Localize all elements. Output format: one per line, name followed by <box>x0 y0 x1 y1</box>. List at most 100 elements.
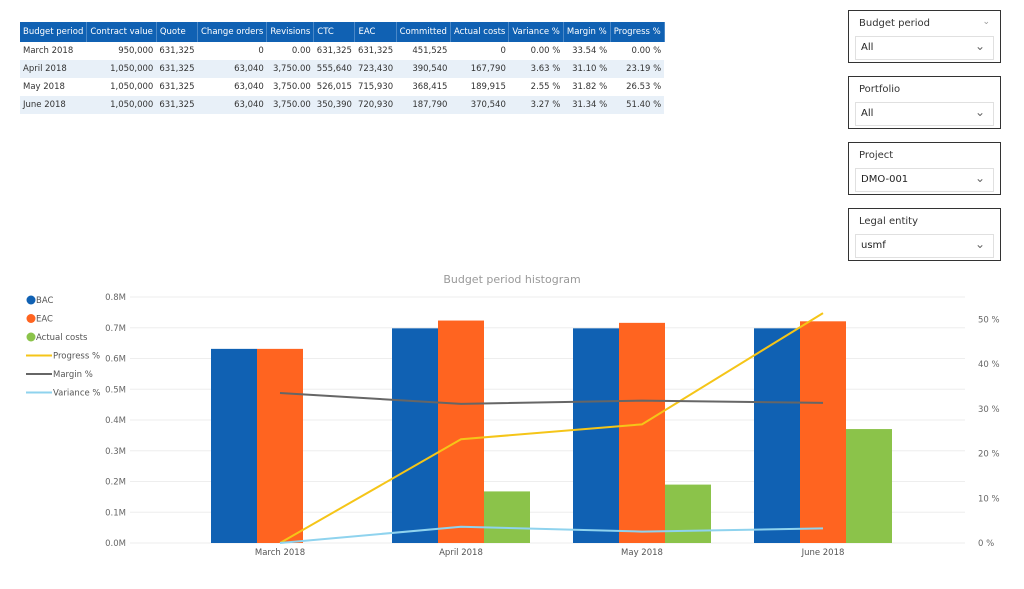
y-right-tick-label: 30 % <box>978 405 1000 415</box>
slicer-label: Portfolio <box>859 84 901 95</box>
table-row: June 2018 1,050,000 631,325 63,040 3,750.00 3… <box>20 96 665 114</box>
table-cell: 51.40 % <box>610 96 665 114</box>
table-cell: June 2018 <box>20 96 87 114</box>
bar-actual-costs <box>484 491 530 543</box>
table-row: May 2018 1,050,000 631,325 63,040 3,750.00 52… <box>20 78 664 96</box>
column-header[interactable]: Margin % <box>563 22 611 42</box>
bar-bac <box>573 328 619 543</box>
x-tick-label: March 2018 <box>255 548 305 558</box>
table-cell: 950,000 <box>118 46 154 56</box>
chevron-down-icon[interactable]: ⌄ <box>974 237 985 251</box>
legend-marker <box>26 295 36 305</box>
slicer-budget-period: Budget period ⌄ All ⌄ <box>848 10 1001 63</box>
line-progress <box>279 312 824 544</box>
chevron-down-icon[interactable]: ⌄ <box>974 39 985 53</box>
table-cell: March 2018 <box>23 46 74 56</box>
y-right-tick-label: 10 % <box>978 494 1000 504</box>
x-tick-label: June 2018 <box>801 548 845 558</box>
column-header[interactable]: Quote <box>156 22 199 42</box>
chevron-down-icon[interactable]: ⌄ <box>974 171 985 185</box>
table-cell: 31.10 % <box>563 60 611 78</box>
slicer-dropdown[interactable]: usmf ⌄ <box>855 234 994 258</box>
slicer-dropdown[interactable]: DMO-001 ⌄ <box>855 168 994 192</box>
slicer-value: All <box>861 42 874 53</box>
column-header[interactable]: Budget period <box>20 22 88 42</box>
legend-label: BAC <box>36 296 53 306</box>
column-header[interactable]: EAC <box>354 22 397 42</box>
bar-bac <box>754 328 800 543</box>
table-cell: 1,050,000 <box>110 82 154 92</box>
column-header[interactable]: Contract value <box>86 22 157 42</box>
table-cell: 167,790 <box>450 60 509 78</box>
legend-label: Margin % <box>53 370 93 380</box>
slicer-portfolio: Portfolio All ⌄ <box>848 76 1001 129</box>
bar-eac <box>800 321 846 543</box>
x-tick-label: May 2018 <box>621 548 663 558</box>
table-cell: 0 <box>500 46 506 56</box>
bar-actual-costs <box>665 484 711 543</box>
table-cell: 0.00 % <box>530 46 561 56</box>
table-cell: 23.19 % <box>610 60 665 78</box>
y-left-tick-label: 0.8M <box>105 293 126 303</box>
table-cell: 3,750.00 <box>272 82 311 92</box>
table-cell: 720,930 <box>354 96 397 114</box>
table-cell: 631,325 <box>316 46 352 56</box>
table-cell: 3.27 % <box>508 96 564 114</box>
bar-eac <box>619 322 665 543</box>
column-header[interactable]: Variance % <box>508 22 564 42</box>
legend-label: Progress % <box>53 352 100 362</box>
table-cell: 631,325 <box>156 96 198 114</box>
column-header[interactable]: Revisions <box>266 22 315 42</box>
table-cell: 189,915 <box>470 82 506 92</box>
column-header[interactable]: CTC <box>313 22 356 42</box>
y-left-tick-label: 0.6M <box>105 355 126 365</box>
table-row: April 2018 1,050,000 631,325 63,040 3,750.00… <box>20 60 665 78</box>
table-cell: 526,015 <box>316 82 352 92</box>
table-cell: 31.34 % <box>563 96 611 114</box>
column-header[interactable]: Change orders <box>197 22 268 42</box>
bar-actual-costs <box>846 429 892 543</box>
chevron-down-icon[interactable]: ⌄ <box>974 105 985 119</box>
y-left-tick-label: 0.0M <box>105 539 126 549</box>
column-header[interactable]: Actual costs <box>450 22 510 42</box>
column-header[interactable]: Committed <box>396 22 451 42</box>
y-right-tick-label: 20 % <box>978 450 1000 460</box>
table-cell: 0.00 % <box>631 46 662 56</box>
table-cell: 723,430 <box>354 60 397 78</box>
slicer-dropdown[interactable]: All ⌄ <box>855 36 994 60</box>
table-cell: 715,930 <box>357 82 394 92</box>
legend-label: Variance % <box>53 389 101 399</box>
legend-label: Actual costs <box>36 333 88 343</box>
slicer-legal-entity: Legal entity usmf ⌄ <box>848 208 1001 261</box>
table-cell: 2.55 % <box>530 82 561 92</box>
table-cell: 63,040 <box>197 96 267 114</box>
table-cell: 33.54 % <box>572 46 608 56</box>
bar-bac <box>392 328 438 543</box>
legend-marker <box>26 332 36 342</box>
table-cell: 26.53 % <box>626 82 662 92</box>
table-cell: 555,640 <box>313 60 355 78</box>
table-row: March 2018 950,000 631,325 0 0.00 631,325 631,… <box>20 42 664 60</box>
chart-title: Budget period histogram <box>443 273 580 286</box>
table-cell: 370,540 <box>450 96 509 114</box>
bar-eac <box>438 320 484 543</box>
table-cell: 0 <box>258 46 264 56</box>
slicer-dropdown[interactable]: All ⌄ <box>855 102 994 126</box>
y-left-tick-label: 0.3M <box>105 447 126 457</box>
table-cell: 451,525 <box>412 46 448 56</box>
y-left-tick-label: 0.4M <box>105 416 126 426</box>
column-header[interactable]: Progress % <box>610 22 665 42</box>
y-right-tick-label: 50 % <box>978 315 1000 325</box>
table-cell: 3.63 % <box>508 60 564 78</box>
table-cell: 3,750.00 <box>266 60 314 78</box>
x-tick-label: April 2018 <box>439 548 483 558</box>
table-cell: May 2018 <box>23 82 65 92</box>
slicer-value: usmf <box>861 240 886 251</box>
table-cell: 631,325 <box>159 46 195 56</box>
bar-eac <box>257 348 303 543</box>
table-cell: 31.82 % <box>572 82 608 92</box>
slicer-label: Project <box>859 150 894 161</box>
y-left-tick-label: 0.1M <box>105 508 126 518</box>
table-cell: 631,325 <box>156 60 198 78</box>
chevron-down-icon[interactable]: ⌄ <box>982 17 990 27</box>
